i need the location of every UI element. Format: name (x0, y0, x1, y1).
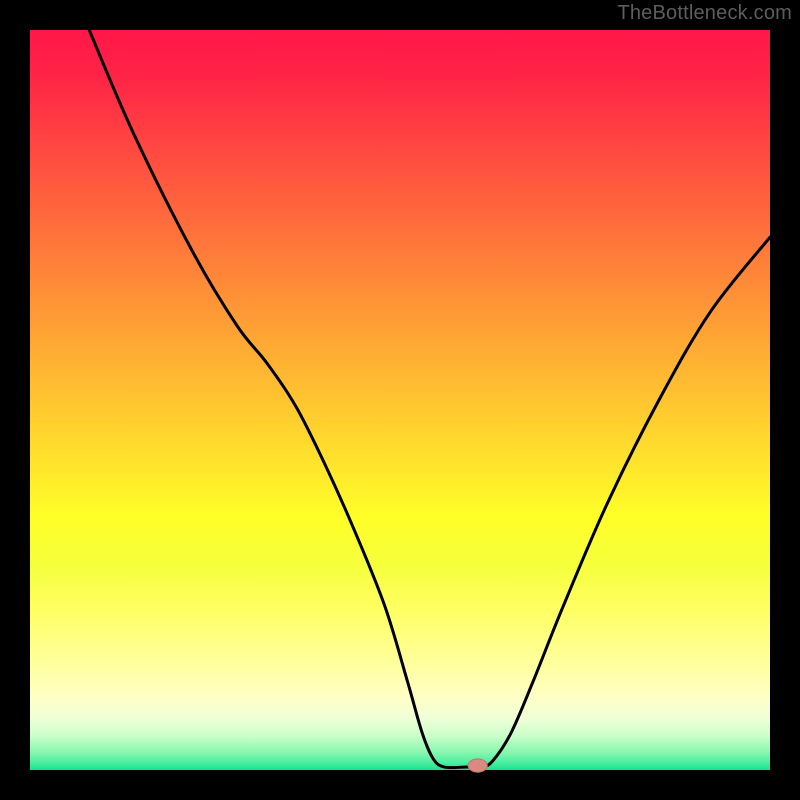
optimal-point-marker (468, 759, 487, 772)
chart-frame: TheBottleneck.com (0, 0, 800, 800)
bottleneck-chart (0, 0, 800, 800)
